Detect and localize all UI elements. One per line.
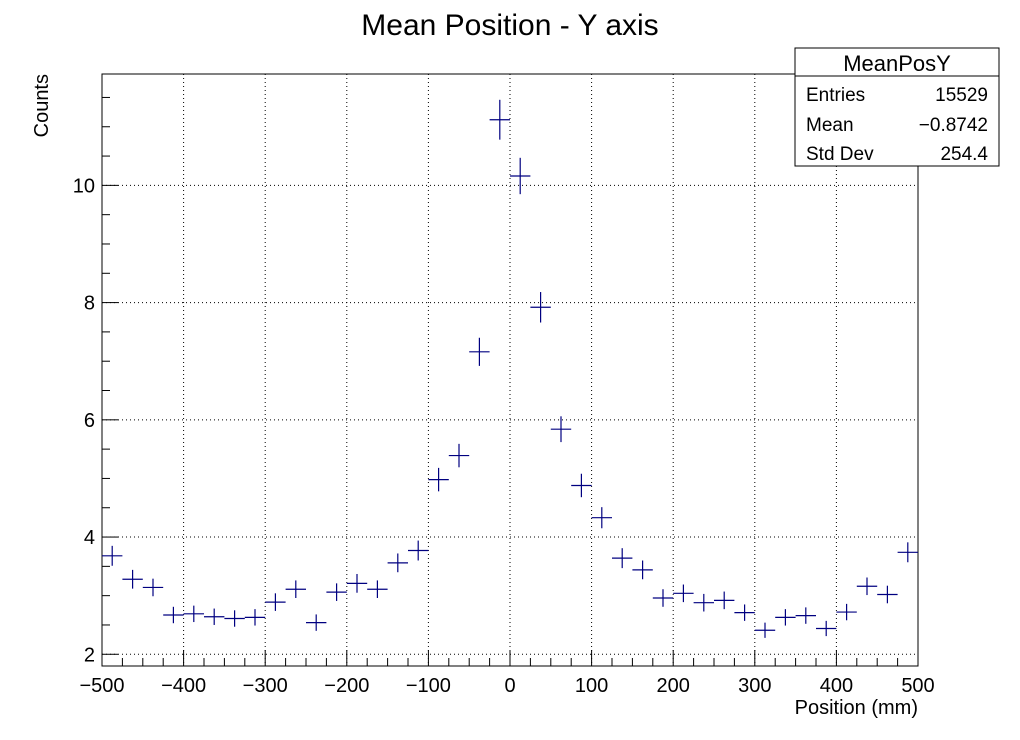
data-point [897,542,918,563]
data-point [142,578,164,597]
data-point [163,606,184,624]
x-tick-label: 100 [575,675,608,697]
y-tick-label: 10 [73,175,95,197]
y-axis-label: Counts [31,74,53,137]
data-point [224,610,245,627]
data-point [346,573,368,593]
x-axis-label: Position (mm) [795,697,918,719]
x-tick-label: 500 [901,675,934,697]
x-tick-label: 400 [820,675,853,697]
stats-entries-label: Entries [806,85,865,106]
data-point [367,580,388,599]
data-point [734,604,755,621]
chart-title: Mean Position - Y axis [361,9,658,42]
y-tick-label: 6 [84,410,95,432]
stats-mean-value: −0.8742 [919,115,988,136]
stats-entries-value: 15529 [935,85,988,106]
data-point [530,292,551,323]
data-point [571,473,592,498]
x-tick-label: 300 [738,675,771,697]
data-point [265,593,286,611]
y-tick-label: 8 [84,293,95,315]
data-point [836,603,857,621]
data-points [102,99,918,638]
x-tick-label: −100 [406,675,451,697]
data-point [550,416,572,443]
data-point [856,577,878,596]
data-point [489,99,510,140]
data-point [469,337,490,366]
data-point [448,443,470,468]
y-tick-label: 4 [84,527,95,549]
data-point [306,614,327,631]
y-tick-label: 2 [84,644,95,666]
grid-lines [102,74,918,666]
x-tick-label: −400 [161,675,206,697]
stats-box: MeanPosY Entries 15529 Mean −0.8742 Std … [794,47,1000,167]
x-tick-label: −200 [324,675,369,697]
data-point [204,608,225,625]
stats-stddev-value: 254.4 [940,144,988,165]
data-point [673,584,694,603]
data-point [754,622,776,638]
data-point [244,609,266,626]
data-point [591,507,612,529]
data-point [612,548,633,569]
stats-mean-label: Mean [806,115,854,136]
stats-box-title: MeanPosY [843,51,951,76]
data-point [428,467,449,492]
data-point [877,585,898,604]
data-point [510,157,531,195]
data-point [122,569,143,589]
data-point [795,607,816,624]
data-point [652,589,674,607]
data-point [693,593,714,612]
x-tick-label: 200 [657,675,690,697]
data-point [775,609,796,626]
x-tick-label: 0 [504,675,515,697]
stats-stddev-label: Std Dev [806,144,874,165]
data-point [714,591,735,610]
data-point [387,553,408,573]
stats-box-frame [794,47,1000,167]
data-point [632,560,653,580]
data-point [102,545,123,566]
data-point [816,620,837,637]
data-point [285,580,306,599]
x-tick-label: −500 [79,675,124,697]
y-tick-labels: 2 4 6 8 10 [73,175,95,666]
data-point [326,583,347,601]
x-tick-label: −300 [243,675,288,697]
axis-ticks [101,96,919,666]
x-tick-labels: −500 −400 −300 −200 −100 0 100 200 300 400 500 [79,675,934,697]
data-point [183,605,204,623]
data-point [408,540,429,561]
